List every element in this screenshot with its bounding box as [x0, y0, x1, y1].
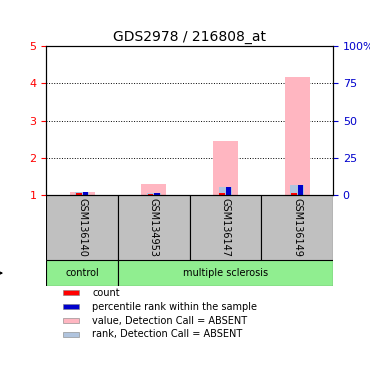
Bar	[154, 193, 160, 195]
Text: value, Detection Call = ABSENT: value, Detection Call = ABSENT	[92, 316, 247, 326]
Text: control: control	[65, 268, 99, 278]
Text: rank, Detection Call = ABSENT: rank, Detection Call = ABSENT	[92, 329, 242, 339]
Bar	[118, 260, 333, 286]
Bar	[261, 195, 333, 260]
Text: percentile rank within the sample: percentile rank within the sample	[92, 301, 257, 311]
Bar	[226, 187, 232, 195]
Bar	[46, 260, 118, 286]
Bar	[70, 192, 95, 195]
Bar	[290, 185, 304, 195]
Bar	[297, 185, 303, 195]
Text: GSM134953: GSM134953	[149, 198, 159, 257]
Title: GDS2978 / 216808_at: GDS2978 / 216808_at	[113, 30, 266, 44]
Bar	[83, 192, 88, 195]
Text: GSM136147: GSM136147	[221, 198, 231, 257]
Text: multiple sclerosis: multiple sclerosis	[183, 268, 268, 278]
Bar	[64, 318, 79, 323]
Bar	[147, 193, 161, 195]
Bar	[76, 193, 82, 195]
Bar	[148, 194, 153, 195]
Bar	[64, 304, 79, 310]
Bar	[46, 195, 118, 260]
Text: GSM136149: GSM136149	[292, 198, 302, 257]
Bar	[213, 141, 238, 195]
Bar	[64, 332, 79, 337]
Bar	[64, 290, 79, 295]
Bar	[75, 192, 89, 195]
Bar	[190, 195, 261, 260]
Bar	[285, 77, 310, 195]
Bar	[118, 195, 190, 260]
Bar	[141, 184, 166, 195]
Bar	[219, 187, 232, 195]
Text: count: count	[92, 288, 120, 298]
Text: GSM136140: GSM136140	[77, 198, 87, 257]
Bar	[219, 193, 225, 195]
Bar	[291, 193, 297, 195]
